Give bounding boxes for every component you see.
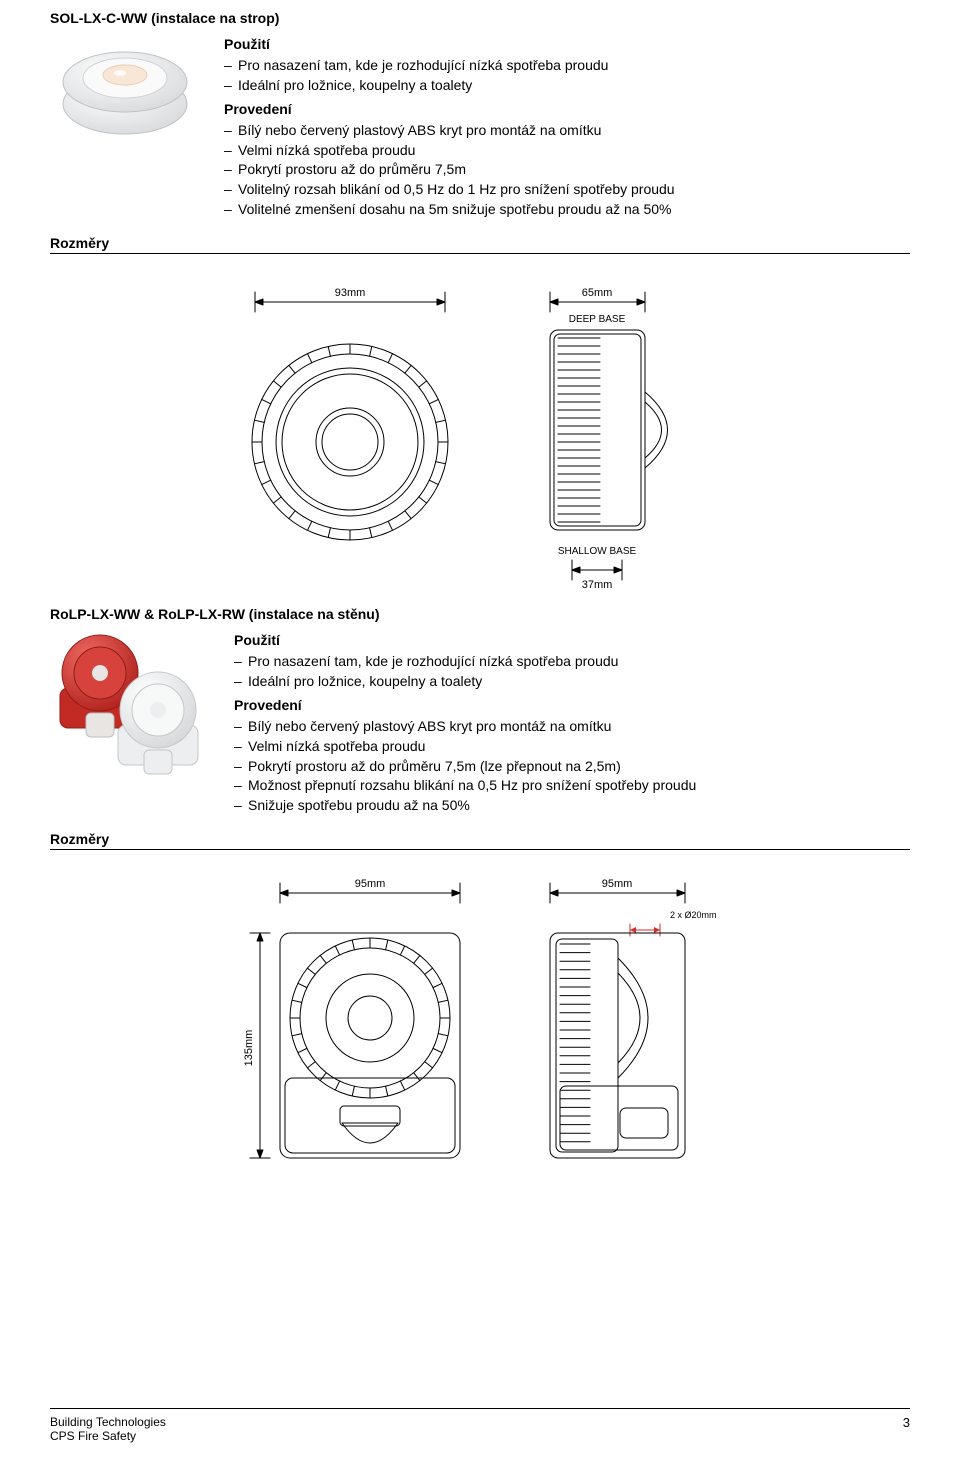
svg-text:135mm: 135mm	[243, 1030, 255, 1067]
section1-use-head: Použití	[224, 36, 910, 52]
diagram2: 95mm 135mm	[200, 868, 760, 1178]
list-item: Volitelný rozsah blikání od 0,5 Hz do 1 …	[224, 180, 910, 200]
footer-left: Building Technologies CPS Fire Safety	[50, 1415, 166, 1443]
section1-title: SOL-LX-C-WW (instalace na strop)	[50, 10, 910, 26]
list-item: Možnost přepnutí rozsahu blikání na 0,5 …	[234, 776, 910, 796]
section2-title: RoLP-LX-WW & RoLP-LX-RW (instalace na st…	[50, 606, 910, 622]
svg-text:93mm: 93mm	[335, 287, 366, 299]
footer-page: 3	[903, 1415, 910, 1443]
list-item: Bílý nebo červený plastový ABS kryt pro …	[234, 717, 910, 737]
section1-exec-head: Provedení	[224, 101, 910, 117]
svg-text:2 x Ø20mm: 2 x Ø20mm	[670, 910, 717, 920]
rozmery-header-2: Rozměry	[50, 831, 910, 850]
section1-block: Použití Pro nasazení tam, kde je rozhodu…	[50, 32, 910, 225]
page-footer: Building Technologies CPS Fire Safety 3	[50, 1408, 910, 1443]
section1-exec-list: Bílý nebo červený plastový ABS kryt pro …	[224, 121, 910, 219]
section2-exec-list: Bílý nebo červený plastový ABS kryt pro …	[234, 717, 910, 815]
section2-exec-head: Provedení	[234, 697, 910, 713]
list-item: Ideální pro ložnice, koupelny a toalety	[234, 672, 910, 692]
footer-line2: CPS Fire Safety	[50, 1429, 166, 1443]
section2-use-list: Pro nasazení tam, kde je rozhodující níz…	[234, 652, 910, 691]
section2-text: Použití Pro nasazení tam, kde je rozhodu…	[234, 628, 910, 821]
list-item: Bílý nebo červený plastový ABS kryt pro …	[224, 121, 910, 141]
list-item: Pro nasazení tam, kde je rozhodující níz…	[234, 652, 910, 672]
list-item: Volitelné zmenšení dosahu na 5m snižuje …	[224, 200, 910, 220]
section1-text: Použití Pro nasazení tam, kde je rozhodu…	[224, 32, 910, 225]
svg-text:37mm: 37mm	[582, 579, 613, 591]
list-item: Pokrytí prostoru až do průměru 7,5m (lze…	[234, 757, 910, 777]
diagram2-area: 95mm 135mm	[50, 868, 910, 1178]
diagram1: 93mm 65mm	[220, 272, 740, 592]
list-item: Pokrytí prostoru až do průměru 7,5m	[224, 160, 910, 180]
svg-text:95mm: 95mm	[602, 878, 633, 890]
diagram1-area: 93mm 65mm	[50, 272, 910, 592]
section2-block: Použití Pro nasazení tam, kde je rozhodu…	[50, 628, 910, 821]
svg-text:95mm: 95mm	[355, 878, 386, 890]
section1-image	[50, 32, 200, 142]
list-item: Pro nasazení tam, kde je rozhodující níz…	[224, 56, 910, 76]
section2-image	[50, 628, 210, 778]
section2-use-head: Použití	[234, 632, 910, 648]
svg-text:SHALLOW BASE: SHALLOW BASE	[558, 546, 637, 557]
svg-text:65mm: 65mm	[582, 287, 613, 299]
list-item: Snižuje spotřebu proudu až na 50%	[234, 796, 910, 816]
svg-text:DEEP BASE: DEEP BASE	[569, 314, 626, 325]
rozmery-header-1: Rozměry	[50, 235, 910, 254]
list-item: Velmi nízká spotřeba proudu	[234, 737, 910, 757]
list-item: Ideální pro ložnice, koupelny a toalety	[224, 76, 910, 96]
section1-use-list: Pro nasazení tam, kde je rozhodující níz…	[224, 56, 910, 95]
list-item: Velmi nízká spotřeba proudu	[224, 141, 910, 161]
footer-line1: Building Technologies	[50, 1415, 166, 1429]
